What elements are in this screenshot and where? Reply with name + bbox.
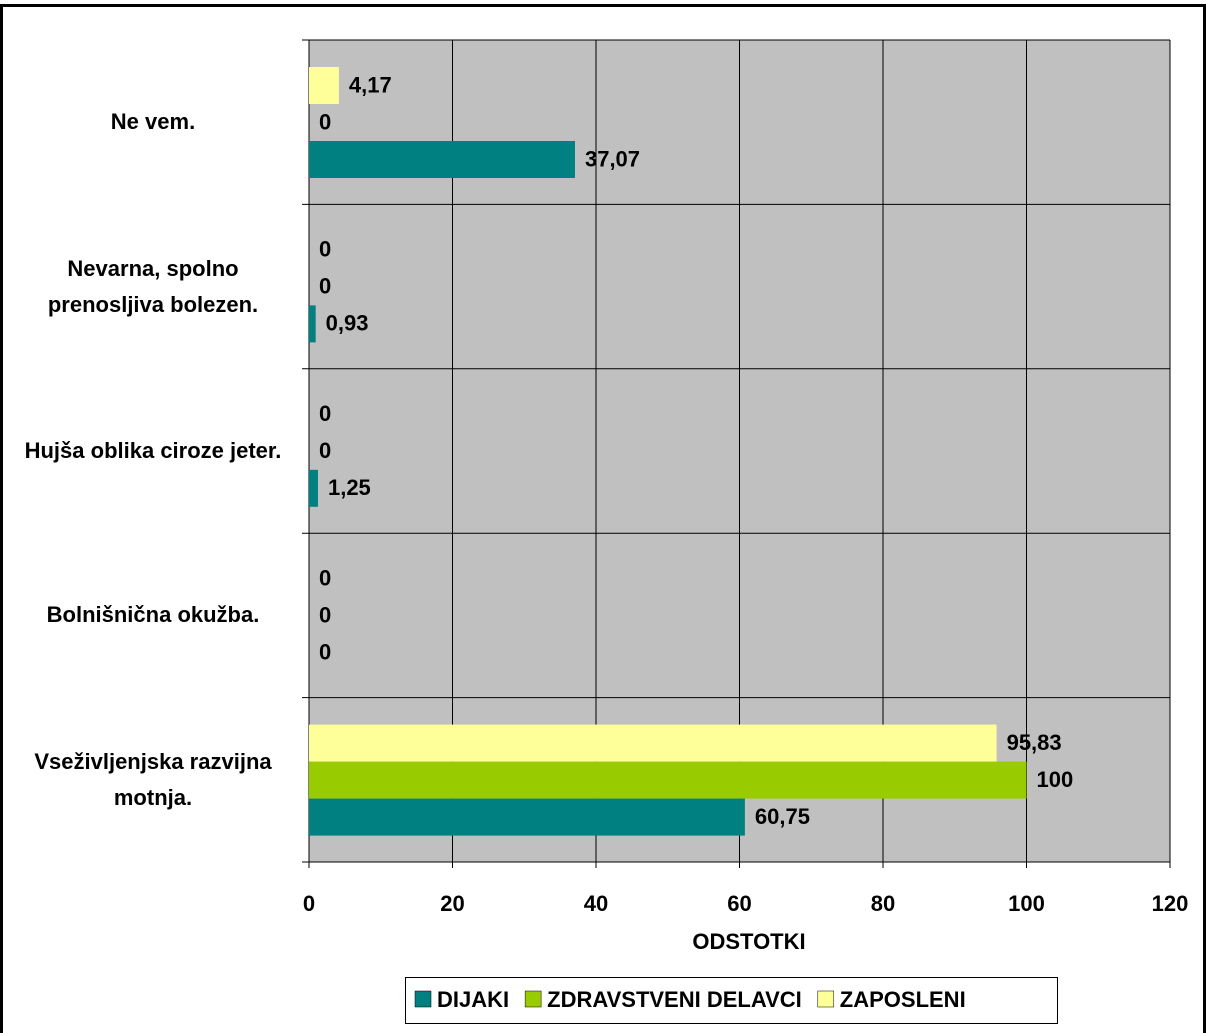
bar [309,724,997,762]
x-axis-label: ODSTOTKI [692,929,805,954]
legend-swatch [817,990,835,1008]
bar [309,761,1027,799]
category-label: Nevarna, spolno prenosljiva bolezen. [47,255,259,317]
bar [309,798,745,836]
legend-label: ZDRAVSTVENI DELAVCI [547,987,802,1012]
x-tick-label: 80 [871,891,895,916]
data-label: 0,93 [326,311,369,336]
x-tick-label: 0 [303,891,315,916]
category-label: Hujša oblika ciroze jeter. [24,438,282,463]
data-label: 0 [319,401,331,426]
bar [309,141,575,178]
data-label: 95,83 [1007,730,1062,755]
legend-swatch [414,990,432,1008]
data-label: 0 [319,566,331,591]
data-label: 37,07 [585,146,640,171]
bar [309,67,339,104]
data-label: 0 [319,274,331,299]
data-label: 1,25 [328,475,371,500]
data-label: 0 [319,640,331,665]
data-label: 0 [319,109,331,134]
x-tick-label: 40 [584,891,608,916]
x-tick-label: 20 [440,891,464,916]
x-tick-label: 120 [1152,891,1189,916]
x-tick-label: 60 [727,891,751,916]
data-label: 100 [1037,767,1074,792]
category-label: Vseživljenjska razvijna motnja. [34,748,272,810]
bar [309,469,318,507]
legend [405,977,1058,1024]
x-tick-label: 100 [1008,891,1045,916]
data-label: 4,17 [349,72,392,97]
data-label: 60,75 [755,804,810,829]
data-label: 0 [319,438,331,463]
data-label: 0 [319,603,331,628]
legend-swatch [524,990,542,1008]
category-label: Ne vem. [110,109,196,135]
legend-label: DIJAKI [437,987,509,1012]
category-label: Bolnišnična okužba. [46,602,260,628]
frame [0,4,1206,1033]
bar [309,305,316,343]
data-label: 0 [319,237,331,262]
legend-label: ZAPOSLENI [840,987,966,1012]
